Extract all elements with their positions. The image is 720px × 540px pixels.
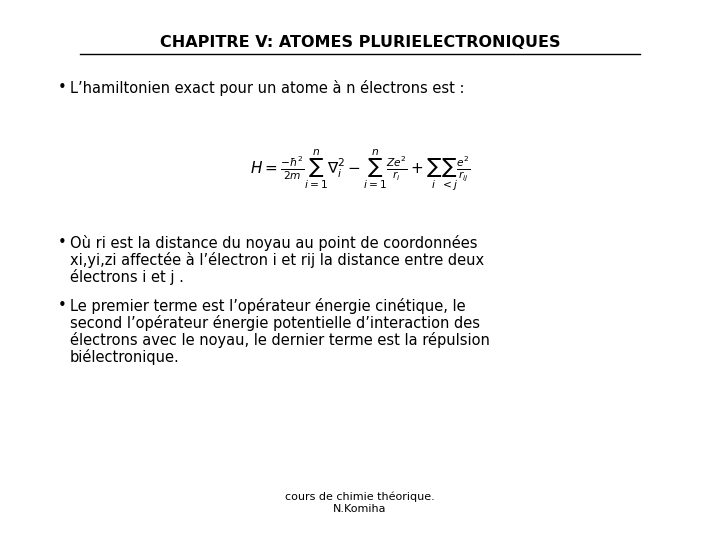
Text: second l’opérateur énergie potentielle d’interaction des: second l’opérateur énergie potentielle d… xyxy=(70,315,480,331)
Text: cours de chimie théorique.: cours de chimie théorique. xyxy=(285,491,435,502)
Text: biélectronique.: biélectronique. xyxy=(70,349,180,365)
Text: $H = \frac{-\hbar^{2}}{2m}\sum_{i=1}^{n}\nabla_i^{2} - \sum_{i=1}^{n}\frac{Ze^{2: $H = \frac{-\hbar^{2}}{2m}\sum_{i=1}^{n}… xyxy=(250,147,470,193)
Text: CHAPITRE V: ATOMES PLURIELECTRONIQUES: CHAPITRE V: ATOMES PLURIELECTRONIQUES xyxy=(160,35,560,50)
Text: •: • xyxy=(58,80,67,95)
Text: électrons avec le noyau, le dernier terme est la répulsion: électrons avec le noyau, le dernier term… xyxy=(70,332,490,348)
Text: électrons i et j .: électrons i et j . xyxy=(70,269,184,285)
Text: L’hamiltonien exact pour un atome à n électrons est :: L’hamiltonien exact pour un atome à n él… xyxy=(70,80,464,96)
Text: •: • xyxy=(58,298,67,313)
Text: Où ri est la distance du noyau au point de coordonnées: Où ri est la distance du noyau au point … xyxy=(70,235,477,251)
Text: •: • xyxy=(58,235,67,250)
Text: N.Komiha: N.Komiha xyxy=(333,504,387,514)
Text: Le premier terme est l’opérateur énergie cinétique, le: Le premier terme est l’opérateur énergie… xyxy=(70,298,466,314)
Text: xi,yi,zi affectée à l’électron i et rij la distance entre deux: xi,yi,zi affectée à l’électron i et rij … xyxy=(70,252,484,268)
